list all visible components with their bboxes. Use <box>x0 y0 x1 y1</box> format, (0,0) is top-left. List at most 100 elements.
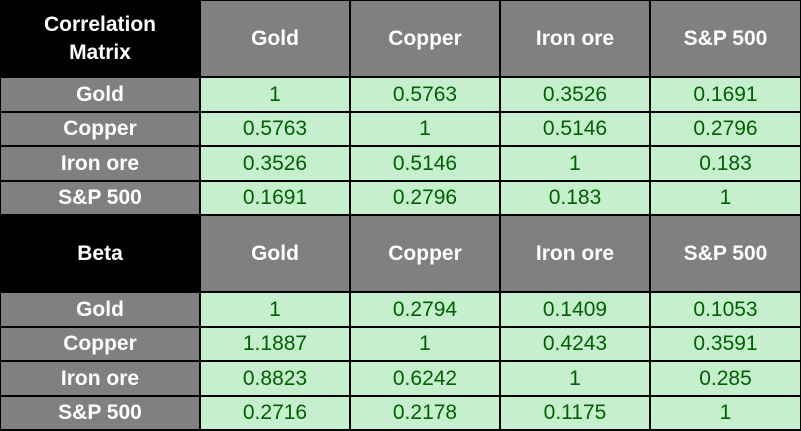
value-cell: 0.5146 <box>501 112 649 145</box>
row-header: Copper <box>1 327 199 360</box>
cell-text: S&P 500 <box>683 26 768 50</box>
value-cell: 0.2796 <box>651 112 800 145</box>
value-cell: 0.5763 <box>201 112 349 145</box>
value-cell: 1 <box>501 362 649 395</box>
row-header: Copper <box>1 112 199 145</box>
value-cell: 1 <box>651 396 800 429</box>
cell-text: Gold <box>251 26 299 50</box>
column-header: Copper <box>351 1 499 76</box>
cell-text: S&P 500 <box>58 186 142 210</box>
value-cell: 0.1691 <box>651 78 800 111</box>
column-header: Gold <box>201 1 349 76</box>
corner-header: Beta <box>1 216 199 291</box>
value-cell: 0.2794 <box>351 293 499 326</box>
cell-text: 1.1887 <box>242 332 308 356</box>
cell-text: 1 <box>719 401 732 425</box>
cell-text: S&P 500 <box>683 241 768 265</box>
value-cell: 0.5146 <box>351 147 499 180</box>
row-header: S&P 500 <box>1 396 199 429</box>
cell-text: 0.183 <box>699 151 752 175</box>
cell-text: Beta <box>77 241 123 265</box>
cell-text: Copper <box>388 26 462 50</box>
cell-text: Copper <box>63 332 137 356</box>
value-cell: 1 <box>351 112 499 145</box>
cell-text: 0.8823 <box>242 366 308 390</box>
cell-text: 0.2796 <box>392 186 458 210</box>
value-cell: 0.3591 <box>651 327 800 360</box>
cell-text: 0.2794 <box>392 297 458 321</box>
cell-text: Gold <box>76 297 124 321</box>
cell-text: 1 <box>569 151 581 175</box>
cell-text: 0.6242 <box>392 366 458 390</box>
row-header: Iron ore <box>1 147 199 180</box>
value-cell: 0.2716 <box>201 396 349 429</box>
cell-text: Iron ore <box>535 26 615 50</box>
row-header: Gold <box>1 78 199 111</box>
column-header: Iron ore <box>501 1 649 76</box>
value-cell: 0.6242 <box>351 362 499 395</box>
cell-text: 1 <box>569 366 581 390</box>
row-header: Gold <box>1 293 199 326</box>
value-cell: 1 <box>351 327 499 360</box>
value-cell: 0.1409 <box>501 293 649 326</box>
cell-text: 0.1053 <box>693 297 758 321</box>
cell-text: 0.3526 <box>242 151 308 175</box>
cell-text: 0.5763 <box>392 82 458 106</box>
cell-text: 1 <box>269 297 281 321</box>
cell-text: 1 <box>719 186 732 210</box>
cell-text: 0.1691 <box>242 186 308 210</box>
cell-text: 0.5763 <box>242 117 308 141</box>
value-cell: 0.2796 <box>351 181 499 214</box>
value-cell: 0.3526 <box>201 147 349 180</box>
value-cell: 0.1175 <box>501 396 649 429</box>
column-header: S&P 500 <box>651 1 800 76</box>
value-cell: 0.8823 <box>201 362 349 395</box>
cell-text: 0.1691 <box>693 82 758 106</box>
value-cell: 0.1691 <box>201 181 349 214</box>
cell-text: Iron ore <box>60 366 140 390</box>
cell-text: Copper <box>63 117 137 141</box>
cell-text: 0.5146 <box>392 151 458 175</box>
value-cell: 1 <box>501 147 649 180</box>
cell-text: S&P 500 <box>58 401 142 425</box>
value-cell: 1.1887 <box>201 327 349 360</box>
value-cell: 0.2178 <box>351 396 499 429</box>
cell-text: Copper <box>388 241 462 265</box>
column-header: Gold <box>201 216 349 291</box>
cell-text: 0.1409 <box>542 297 608 321</box>
value-cell: 0.183 <box>651 147 800 180</box>
cell-text: 0.3526 <box>542 82 608 106</box>
value-cell: 0.5763 <box>351 78 499 111</box>
cell-text: 0.2178 <box>392 401 458 425</box>
value-cell: 0.285 <box>651 362 800 395</box>
cell-text: 0.1175 <box>543 401 607 425</box>
column-header: Copper <box>351 216 499 291</box>
value-cell: 1 <box>201 78 349 111</box>
column-header: Iron ore <box>501 216 649 291</box>
cell-text: 0.2716 <box>242 401 308 425</box>
value-cell: 0.3526 <box>501 78 649 111</box>
value-cell: 1 <box>201 293 349 326</box>
cell-text: Iron ore <box>60 151 140 175</box>
cell-text: 1 <box>419 332 431 356</box>
cell-text: 0.5146 <box>542 117 608 141</box>
value-cell: 0.1053 <box>651 293 800 326</box>
column-header: S&P 500 <box>651 216 800 291</box>
cell-text: 0.4243 <box>542 332 608 356</box>
cell-text: Gold <box>76 82 124 106</box>
cell-text: 1 <box>419 117 431 141</box>
cell-text: 0.3591 <box>693 332 758 356</box>
value-cell: 1 <box>651 181 800 214</box>
cell-text: Gold <box>251 241 299 265</box>
cell-text: 0.285 <box>699 366 752 390</box>
cell-text: 0.2796 <box>693 117 758 141</box>
cell-text: 0.183 <box>548 186 602 210</box>
cell-text: 1 <box>269 82 281 106</box>
value-cell: 0.4243 <box>501 327 649 360</box>
value-cell: 0.183 <box>501 181 649 214</box>
corner-header: Correlation Matrix <box>1 1 199 76</box>
cell-text: Iron ore <box>535 241 615 265</box>
cell-text: Correlation Matrix <box>43 13 156 64</box>
row-header: S&P 500 <box>1 181 199 214</box>
